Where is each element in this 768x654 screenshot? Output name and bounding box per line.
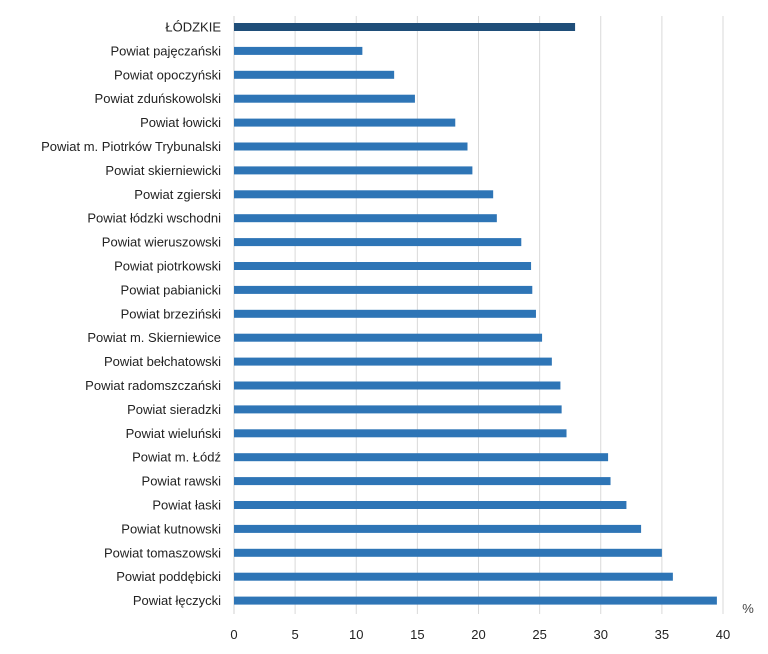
bar <box>234 453 609 462</box>
x-axis-unit-label: % <box>742 601 754 616</box>
bar <box>234 262 532 270</box>
bar <box>234 333 543 342</box>
category-label: Powiat radomszczański <box>85 378 221 393</box>
category-label: Powiat bełchatowski <box>104 354 221 369</box>
category-labels: ŁÓDZKIE Powiat pajęczański Powiat opoczyńs… <box>41 20 221 609</box>
category-label: Powiat pajęczański <box>110 43 221 58</box>
bar <box>234 524 642 533</box>
category-label: Powiat łaski <box>152 498 221 513</box>
bar <box>234 285 533 294</box>
category-label: Powiat sieradzki <box>127 402 221 417</box>
bar <box>234 501 627 509</box>
category-label: Powiat piotrkowski <box>114 259 221 274</box>
category-label: Powiat tomaszowski <box>104 545 221 560</box>
bar <box>234 548 662 557</box>
category-label: Powiat łęczycki <box>133 593 221 608</box>
category-label: ŁÓDZKIE <box>165 20 221 35</box>
category-label: Powiat łowicki <box>140 115 221 130</box>
bar <box>234 405 562 414</box>
bar <box>234 118 456 127</box>
bar <box>234 142 468 151</box>
bar <box>234 166 473 175</box>
x-tick-label: 15 <box>410 627 424 642</box>
x-axis-tick-labels: 0 5 10 15 20 25 30 35 40 <box>230 627 730 642</box>
x-tick-label: 30 <box>594 627 608 642</box>
category-label: Powiat pabianicki <box>121 282 222 297</box>
category-label: Powiat m. Łódź <box>132 450 221 465</box>
bar <box>234 357 552 366</box>
category-label: Powiat łódzki wschodni <box>87 211 221 226</box>
x-tick-label: 35 <box>655 627 669 642</box>
bar <box>234 238 522 247</box>
category-label: Powiat wieluński <box>126 426 221 441</box>
x-tick-label: 0 <box>230 627 237 642</box>
category-label: Powiat poddębicki <box>116 569 221 584</box>
category-label: Powiat brzeziński <box>121 306 222 321</box>
x-tick-label: 25 <box>532 627 546 642</box>
x-tick-label: 20 <box>471 627 485 642</box>
category-label: Powiat m. Piotrków Trybunalski <box>41 139 221 154</box>
category-label: Powiat zgierski <box>134 187 221 202</box>
x-tick-label: 5 <box>292 627 299 642</box>
bar <box>234 94 415 103</box>
category-label: Powiat opoczyński <box>114 67 221 82</box>
bars <box>234 23 717 605</box>
bar <box>234 190 494 199</box>
x-tick-label: 10 <box>349 627 363 642</box>
category-label: Powiat m. Skierniewice <box>87 330 221 345</box>
category-label: Powiat rawski <box>142 474 222 489</box>
category-label: Powiat kutnowski <box>121 521 221 536</box>
bar <box>234 70 395 79</box>
bar <box>234 381 561 390</box>
bar <box>234 46 363 55</box>
category-label: Powiat wieruszowski <box>102 235 221 250</box>
bar <box>234 572 673 581</box>
bar <box>234 429 567 438</box>
category-label: Powiat zduńskowolski <box>95 91 222 106</box>
category-label: Powiat skierniewicki <box>105 163 221 178</box>
bar <box>234 23 576 31</box>
bar <box>234 214 497 223</box>
bar <box>234 596 717 605</box>
x-tick-label: 40 <box>716 627 730 642</box>
bar <box>234 477 611 486</box>
bar <box>234 309 536 318</box>
